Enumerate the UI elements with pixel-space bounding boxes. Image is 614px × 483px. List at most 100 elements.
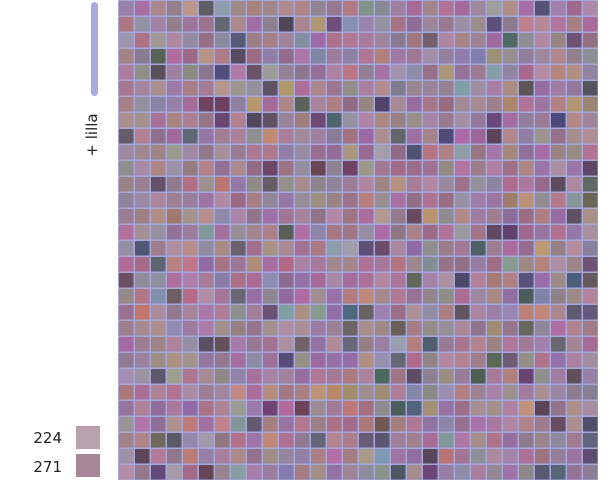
image-tile[interactable] [327, 177, 342, 192]
image-tile[interactable] [375, 33, 390, 48]
image-tile[interactable] [455, 225, 470, 240]
image-tile[interactable] [135, 161, 150, 176]
image-tile[interactable] [279, 177, 294, 192]
image-tile[interactable] [487, 193, 502, 208]
image-tile[interactable] [247, 129, 262, 144]
image-tile[interactable] [407, 49, 422, 64]
image-tile[interactable] [519, 449, 534, 464]
image-tile[interactable] [535, 49, 550, 64]
image-tile[interactable] [183, 465, 198, 480]
image-tile[interactable] [215, 97, 230, 112]
image-tile[interactable] [423, 417, 438, 432]
image-tile[interactable] [407, 209, 422, 224]
image-tile[interactable] [567, 209, 582, 224]
image-tile[interactable] [583, 209, 598, 224]
image-tile[interactable] [567, 289, 582, 304]
image-tile[interactable] [263, 209, 278, 224]
image-tile[interactable] [151, 369, 166, 384]
image-tile[interactable] [407, 33, 422, 48]
image-tile[interactable] [439, 33, 454, 48]
image-tile[interactable] [311, 1, 326, 16]
image-tile[interactable] [439, 1, 454, 16]
image-tile[interactable] [215, 145, 230, 160]
image-tile[interactable] [311, 417, 326, 432]
image-tile[interactable] [199, 193, 214, 208]
image-tile[interactable] [167, 401, 182, 416]
image-tile[interactable] [519, 161, 534, 176]
image-tile[interactable] [487, 177, 502, 192]
image-tile[interactable] [327, 337, 342, 352]
image-tile[interactable] [359, 209, 374, 224]
image-tile[interactable] [167, 17, 182, 32]
image-tile[interactable] [583, 81, 598, 96]
image-tile[interactable] [551, 97, 566, 112]
image-tile[interactable] [535, 113, 550, 128]
image-tile[interactable] [583, 449, 598, 464]
image-tile[interactable] [407, 289, 422, 304]
image-tile[interactable] [247, 49, 262, 64]
image-tile[interactable] [263, 257, 278, 272]
image-tile[interactable] [183, 129, 198, 144]
image-tile[interactable] [535, 385, 550, 400]
image-tile[interactable] [471, 401, 486, 416]
image-tile[interactable] [567, 129, 582, 144]
image-tile[interactable] [487, 33, 502, 48]
image-tile[interactable] [391, 257, 406, 272]
image-tile[interactable] [487, 209, 502, 224]
image-tile[interactable] [519, 401, 534, 416]
image-tile[interactable] [439, 161, 454, 176]
image-tile[interactable] [519, 417, 534, 432]
image-tile[interactable] [215, 321, 230, 336]
image-tile[interactable] [359, 225, 374, 240]
image-tile[interactable] [247, 241, 262, 256]
image-tile[interactable] [231, 465, 246, 480]
image-tile[interactable] [487, 449, 502, 464]
image-tile[interactable] [263, 417, 278, 432]
image-tile[interactable] [135, 321, 150, 336]
image-tile[interactable] [375, 209, 390, 224]
image-tile[interactable] [487, 401, 502, 416]
image-tile[interactable] [327, 401, 342, 416]
image-tile[interactable] [151, 113, 166, 128]
image-tile[interactable] [119, 33, 134, 48]
image-tile[interactable] [487, 113, 502, 128]
image-tile[interactable] [279, 17, 294, 32]
image-tile[interactable] [391, 177, 406, 192]
image-tile[interactable] [183, 97, 198, 112]
image-tile[interactable] [487, 145, 502, 160]
image-tile[interactable] [183, 81, 198, 96]
image-tile[interactable] [215, 465, 230, 480]
image-tile[interactable] [263, 129, 278, 144]
image-tile[interactable] [167, 161, 182, 176]
image-tile[interactable] [311, 177, 326, 192]
image-tile[interactable] [183, 369, 198, 384]
image-tile[interactable] [551, 65, 566, 80]
image-tile[interactable] [167, 385, 182, 400]
image-tile[interactable] [295, 449, 310, 464]
image-tile[interactable] [247, 145, 262, 160]
image-tile[interactable] [391, 369, 406, 384]
image-tile[interactable] [503, 241, 518, 256]
image-tile[interactable] [135, 129, 150, 144]
image-tile[interactable] [423, 369, 438, 384]
image-tile[interactable] [247, 177, 262, 192]
image-tile[interactable] [535, 465, 550, 480]
image-tile[interactable] [295, 177, 310, 192]
image-tile[interactable] [519, 209, 534, 224]
image-tile[interactable] [471, 465, 486, 480]
image-tile[interactable] [327, 17, 342, 32]
image-tile[interactable] [535, 449, 550, 464]
image-tile[interactable] [183, 225, 198, 240]
image-tile[interactable] [407, 145, 422, 160]
image-tile[interactable] [471, 145, 486, 160]
image-tile[interactable] [119, 465, 134, 480]
image-tile[interactable] [279, 305, 294, 320]
image-tile[interactable] [167, 289, 182, 304]
image-tile[interactable] [551, 33, 566, 48]
image-tile[interactable] [119, 97, 134, 112]
image-tile[interactable] [535, 177, 550, 192]
image-tile[interactable] [343, 161, 358, 176]
image-tile[interactable] [455, 385, 470, 400]
image-tile[interactable] [151, 257, 166, 272]
image-tile[interactable] [183, 193, 198, 208]
